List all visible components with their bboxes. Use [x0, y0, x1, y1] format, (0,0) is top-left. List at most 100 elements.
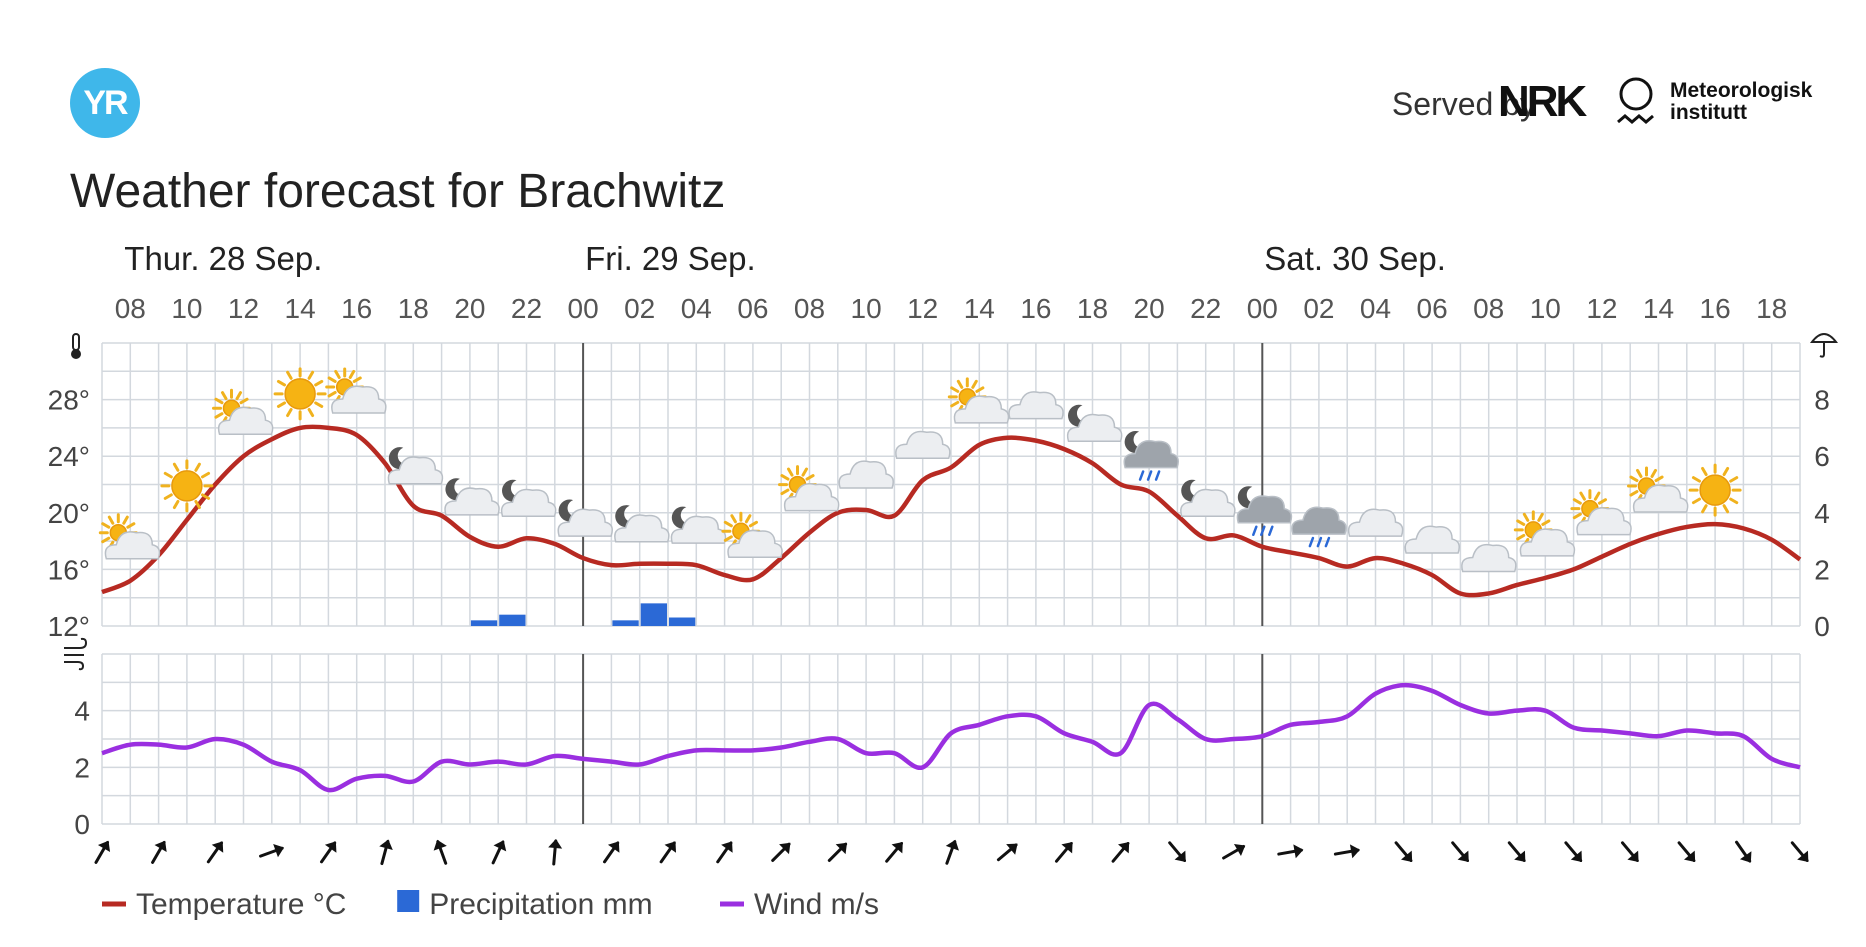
wind-direction-arrow: [259, 844, 285, 858]
partly-cloudy-night-icon: [557, 499, 613, 537]
partly-cloudy-day-icon: [947, 377, 1010, 424]
partly-cloudy-night-icon: [1066, 404, 1123, 443]
wind-line: [101, 682, 1801, 793]
wind-direction-arrow: [1735, 840, 1752, 863]
precipitation-bar: [669, 617, 696, 626]
wind-direction-arrow: [151, 840, 167, 864]
wind-direction-arrow: [491, 840, 507, 865]
temperature-tick-label: 16°: [48, 554, 90, 585]
partly-cloudy-night-icon: [1180, 479, 1236, 518]
met-logo-line1: Meteorologisk: [1670, 79, 1813, 102]
partly-cloudy-day-icon: [778, 465, 840, 512]
cloudy-icon: [1461, 543, 1517, 573]
wind-direction-arrow: [379, 839, 393, 866]
legend-item: Temperature °C: [102, 888, 346, 921]
precipitation-bar: [499, 614, 526, 626]
cloudy-icon: [1008, 391, 1064, 420]
precipitation-tick-label: 0: [1814, 611, 1830, 642]
partly-cloudy-day-icon: [1627, 466, 1689, 513]
clear-sky-day-icon: [160, 459, 214, 513]
hour-label: 12: [907, 293, 938, 324]
rain-night-icon: [1123, 431, 1179, 481]
wind-direction-arrow: [1564, 841, 1583, 862]
hour-label: 16: [1020, 293, 1051, 324]
hour-label: 08: [794, 293, 825, 324]
hour-label: 22: [511, 293, 542, 324]
legend-label: Temperature °C: [136, 888, 346, 921]
partly-cloudy-night-icon: [387, 447, 444, 485]
legend-label: Precipitation mm: [429, 888, 652, 921]
legend-item: Wind m/s: [720, 888, 879, 921]
legend-item: Precipitation mm: [397, 888, 653, 921]
partly-cloudy-day-icon: [1513, 510, 1576, 557]
hour-label: 06: [1417, 293, 1448, 324]
wind-direction-arrow: [1620, 841, 1639, 862]
partly-cloudy-day-icon: [98, 513, 161, 560]
hour-label: 18: [1077, 293, 1108, 324]
partly-cloudy-night-icon: [500, 479, 557, 518]
day-label: Sat. 30 Sep.: [1264, 240, 1446, 277]
hour-label: 06: [737, 293, 768, 324]
temperature-tick-label: 24°: [48, 441, 90, 472]
wind-direction-arrow: [996, 843, 1018, 862]
wind-direction-arrow: [1054, 842, 1073, 863]
wind-tick-label: 4: [74, 696, 90, 727]
precipitation-tick-label: 6: [1814, 441, 1830, 472]
legend-swatch: [397, 890, 420, 912]
hour-label: 02: [624, 293, 655, 324]
wind-direction-arrow: [1168, 841, 1186, 862]
partly-cloudy-night-icon: [614, 505, 670, 543]
umbrella-icon: [1809, 333, 1839, 358]
wind-direction-arrow: [885, 842, 903, 863]
yr-logo[interactable]: YR: [70, 68, 140, 138]
met-logo-line2: institutt: [1670, 101, 1747, 124]
wind-direction-arrow: [659, 841, 677, 864]
hour-label: 04: [681, 293, 712, 324]
partly-cloudy-day-icon: [325, 367, 387, 414]
hour-label: 14: [964, 293, 995, 324]
hour-label: 00: [568, 293, 599, 324]
wind-direction-arrow: [1394, 841, 1413, 862]
rain-night-icon: [1236, 486, 1293, 537]
met-institute-logo[interactable]: Meteorologisk institutt: [1670, 80, 1812, 124]
cloudy-icon: [895, 430, 951, 460]
thermometer-icon: [71, 333, 81, 359]
temperature-line: [101, 424, 1802, 598]
hour-label: 20: [454, 293, 485, 324]
hour-label: 08: [1473, 293, 1504, 324]
legend-label: Wind m/s: [754, 888, 879, 921]
wind-direction-arrow: [771, 842, 791, 862]
yr-logo-text: YR: [83, 83, 128, 122]
nrk-logo[interactable]: NRK: [1498, 77, 1587, 126]
hour-label: 08: [115, 293, 146, 324]
wind-direction-arrow: [1277, 844, 1304, 859]
cloudy-icon: [1347, 508, 1404, 537]
precipitation-tick-label: 2: [1814, 554, 1830, 585]
wind-direction-arrow: [206, 841, 224, 864]
day-label: Fri. 29 Sep.: [585, 240, 756, 277]
hour-label: 14: [285, 293, 316, 324]
clear-sky-day-icon: [1688, 463, 1742, 517]
hour-label: 14: [1643, 293, 1674, 324]
wind-direction-arrow: [603, 841, 620, 864]
hour-label: 10: [1530, 293, 1561, 324]
served-by-label: Served by: [1391, 86, 1536, 122]
hour-label: 10: [171, 293, 202, 324]
temperature-tick-label: 12°: [48, 611, 90, 642]
wind-direction-arrow: [548, 839, 563, 866]
partly-cloudy-day-icon: [1570, 489, 1632, 536]
hour-label: 00: [1247, 293, 1278, 324]
wind-direction-arrow: [1790, 841, 1809, 862]
rain-icon: [1291, 506, 1347, 548]
wind-icon: [64, 637, 88, 671]
wind-direction-arrow: [1451, 841, 1469, 862]
precipitation-bar: [640, 603, 667, 626]
precipitation-tick-label: 4: [1814, 498, 1830, 529]
hour-label: 04: [1360, 293, 1391, 324]
wind-direction-arrow: [1333, 844, 1361, 859]
temperature-tick-label: 28°: [48, 385, 90, 416]
wind-direction-arrow: [94, 840, 111, 864]
hour-label: 16: [1700, 293, 1731, 324]
partly-cloudy-day-icon: [721, 511, 783, 559]
